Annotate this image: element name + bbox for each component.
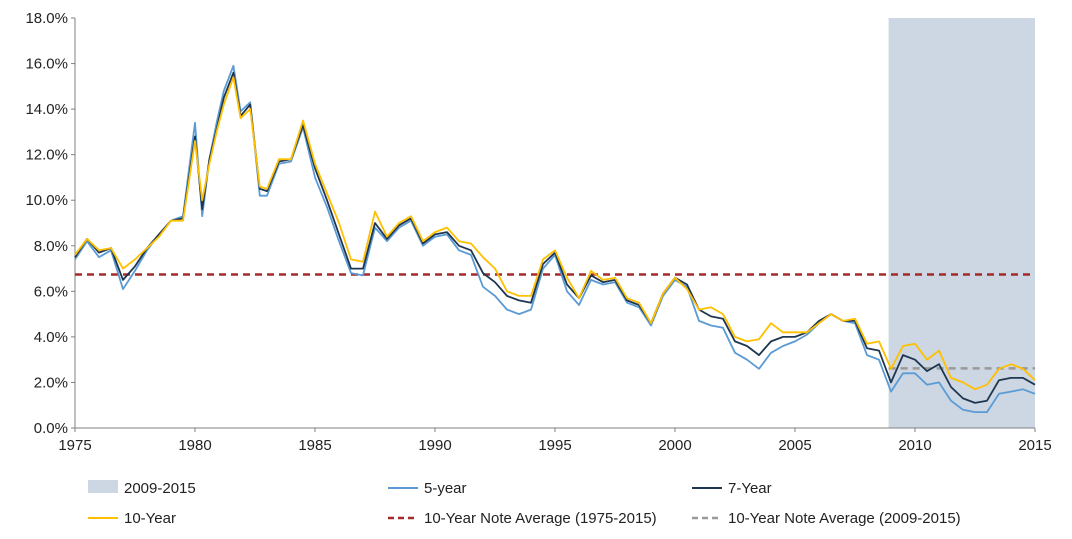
tick-labels: 0.0% 2.0% 4.0% 6.0% 8.0% 10.0% 12.0% 14.0% 16.0%… [25,10,1051,454]
axes [71,17,1036,432]
reference-lines [75,273,1035,370]
y-tick-label: 4.0% [34,329,68,346]
legend-swatch-shaded [88,480,118,493]
y-tick-label: 6.0% [34,283,68,300]
x-tick-label: 2000 [658,437,691,454]
y-tick-label: 0.0% [34,420,68,437]
x-tick-label: 2010 [898,437,931,454]
legend: 2009-2015 5-year 7-Year 10-Year 10-Year Note… [88,480,961,527]
x-tick-label: 1995 [538,437,571,454]
shaded-region-2009-2015 [888,18,1035,428]
series-line-10-year [74,76,1036,391]
y-tick-label: 2.0% [34,374,68,391]
y-tick-label: 16.0% [25,56,68,73]
legend-2009-2015: 2009-2015 [124,480,196,497]
x-tick-label: 1980 [178,437,211,454]
legend-average-2009-2015: 10-Year Note Average (2009-2015) [728,510,961,527]
series-line-5-year [74,64,1036,414]
y-tick-label: 8.0% [34,238,68,255]
legend-10-year: 10-Year [124,510,176,527]
x-tick-label: 1985 [298,437,331,454]
x-tick-label: 1975 [58,437,91,454]
legend-average-1975-2015: 10-Year Note Average (1975-2015) [424,510,657,527]
shaded-region-layer [888,18,1035,428]
series-lines [74,64,1036,414]
x-tick-label: 2015 [1018,437,1051,454]
legend-7-year: 7-Year [728,480,772,497]
y-tick-label: 10.0% [25,192,68,209]
series-line-7-year [74,71,1036,404]
y-tick-label: 14.0% [25,101,68,118]
legend-5-year: 5-year [424,480,467,497]
y-tick-label: 12.0% [25,147,68,164]
x-tick-label: 2005 [778,437,811,454]
x-tick-label: 1990 [418,437,451,454]
y-tick-label: 18.0% [25,10,68,27]
